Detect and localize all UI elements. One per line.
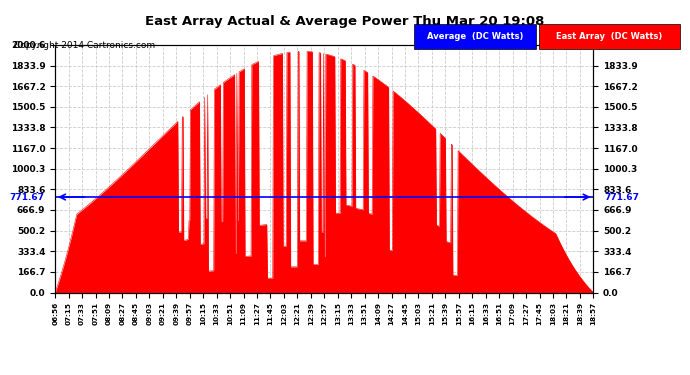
Text: Average  (DC Watts): Average (DC Watts) [427,32,523,41]
FancyBboxPatch shape [539,24,680,49]
FancyBboxPatch shape [414,24,536,49]
Text: East Array  (DC Watts): East Array (DC Watts) [556,32,662,41]
Text: East Array Actual & Average Power Thu Mar 20 19:08: East Array Actual & Average Power Thu Ma… [146,15,544,28]
Text: 771.67: 771.67 [10,192,44,201]
Text: Copyright 2014 Cartronics.com: Copyright 2014 Cartronics.com [14,41,155,50]
Text: 771.67: 771.67 [604,192,639,201]
